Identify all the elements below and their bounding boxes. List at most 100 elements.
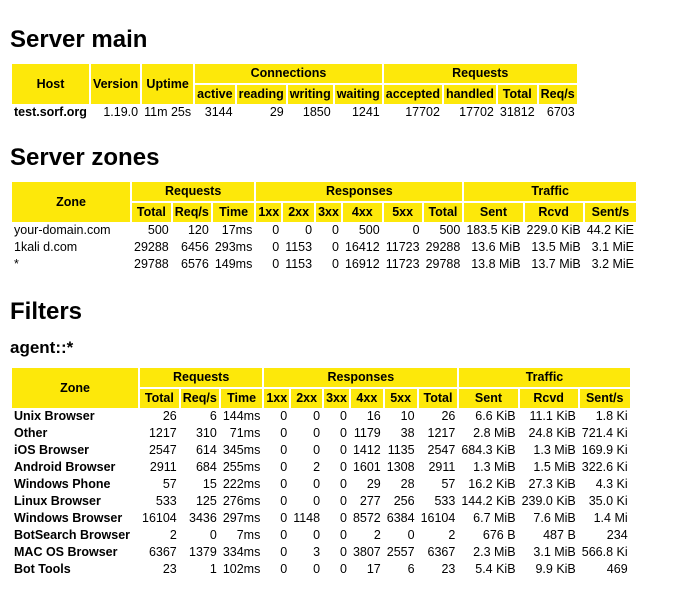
column-header: 5xx bbox=[384, 389, 417, 408]
value-cell: 0 bbox=[340, 443, 347, 457]
table-row: Other 1217 310 71ms 0 0 0 1179 38 1217 2.8 MiB 24.8… bbox=[12, 425, 630, 442]
active-cell: 3144 bbox=[204, 105, 233, 119]
value-cell: 71ms bbox=[229, 426, 261, 440]
handled-cell: 17702 bbox=[459, 105, 494, 119]
value-cell: 1135 bbox=[387, 443, 415, 457]
table-row: test.sorf.org 1.19.0 11m 25s 3144 29 185… bbox=[12, 104, 577, 121]
value-cell: 15 bbox=[202, 477, 217, 491]
column-header: 4xx bbox=[350, 389, 383, 408]
value-cell: 500 bbox=[358, 223, 380, 237]
table-row: BotSearch Browser 2 0 7ms 0 0 0 2 0 2 676 B 487 B 23… bbox=[12, 527, 630, 544]
value-cell: 1.4 Mi bbox=[593, 511, 628, 525]
zone-name-cell: Linux Browser bbox=[14, 494, 101, 508]
value-cell: 17 bbox=[366, 562, 381, 576]
value-cell: 0 bbox=[313, 426, 321, 440]
waiting-header: waiting bbox=[334, 85, 382, 104]
value-cell: 3807 bbox=[352, 545, 381, 559]
value-cell: 255ms bbox=[222, 460, 261, 474]
reqs-cell: 6703 bbox=[546, 105, 575, 119]
value-cell: 0 bbox=[313, 409, 321, 423]
value-cell: 3436 bbox=[189, 511, 217, 525]
value-cell: 6367 bbox=[148, 545, 177, 559]
column-header: 2xx bbox=[291, 389, 323, 408]
reading-cell: 29 bbox=[269, 105, 284, 119]
server-main-table: Host Version Uptime Connections Requests… bbox=[10, 64, 579, 121]
value-cell: 11723 bbox=[385, 257, 420, 271]
value-cell: 144ms bbox=[222, 409, 261, 423]
value-cell: 6 bbox=[407, 562, 415, 576]
filters-subtitle: agent::* bbox=[10, 338, 74, 357]
value-cell: 234 bbox=[606, 528, 628, 542]
total-header: Total bbox=[497, 85, 537, 104]
writing-cell: 1850 bbox=[302, 105, 331, 119]
value-cell: 149ms bbox=[214, 257, 253, 271]
value-cell: 6576 bbox=[181, 257, 209, 271]
value-cell: 0 bbox=[280, 443, 288, 457]
value-cell: 26 bbox=[162, 409, 177, 423]
value-cell: 38 bbox=[400, 426, 415, 440]
zone-name-cell: MAC OS Browser bbox=[14, 545, 118, 559]
column-header: Rcvd bbox=[524, 203, 583, 222]
column-header: Sent bbox=[459, 389, 518, 408]
zone-name-cell: * bbox=[14, 257, 19, 271]
value-cell: 487 B bbox=[543, 528, 576, 542]
value-cell: 6367 bbox=[427, 545, 456, 559]
value-cell: 0 bbox=[313, 477, 321, 491]
value-cell: 0 bbox=[332, 223, 339, 237]
column-header: 1xx bbox=[264, 389, 290, 408]
column-header: Sent/s bbox=[579, 389, 630, 408]
value-cell: 29288 bbox=[134, 240, 169, 254]
value-cell: 4.3 Ki bbox=[595, 477, 628, 491]
reading-header: reading bbox=[236, 85, 286, 104]
value-cell: 7.6 MiB bbox=[533, 511, 576, 525]
value-cell: 13.6 MiB bbox=[471, 240, 521, 254]
table-row: Windows Phone 57 15 222ms 0 0 0 29 28 57 16.2 KiB 2… bbox=[12, 476, 630, 493]
value-cell: 35.0 Ki bbox=[588, 494, 628, 508]
value-cell: 566.8 Ki bbox=[581, 545, 628, 559]
zone-name-cell: Other bbox=[14, 426, 48, 440]
value-cell: 2 bbox=[448, 528, 456, 542]
value-cell: 0 bbox=[340, 460, 347, 474]
value-cell: 334ms bbox=[222, 545, 261, 559]
value-cell: 614 bbox=[195, 443, 217, 457]
value-cell: 17ms bbox=[221, 223, 253, 237]
value-cell: 0 bbox=[340, 528, 347, 542]
column-header: 3xx bbox=[316, 203, 341, 222]
table-row: iOS Browser 2547 614 345ms 0 0 0 1412 1135 2547 68… bbox=[12, 442, 630, 459]
server-zones-table: Zone Requests Responses Traffic Total Req… bbox=[10, 182, 638, 273]
value-cell: 0 bbox=[340, 409, 347, 423]
value-cell: 1217 bbox=[148, 426, 177, 440]
value-cell: 500 bbox=[439, 223, 461, 237]
active-header: active bbox=[195, 85, 235, 104]
column-header: Total bbox=[132, 203, 171, 222]
value-cell: 26 bbox=[441, 409, 456, 423]
connections-header: Connections bbox=[195, 64, 382, 85]
value-cell: 28 bbox=[400, 477, 415, 491]
column-header: Total bbox=[423, 203, 463, 222]
value-cell: 310 bbox=[195, 426, 217, 440]
value-cell: 297ms bbox=[222, 511, 261, 525]
value-cell: 3.1 MiB bbox=[533, 545, 576, 559]
value-cell: 469 bbox=[606, 562, 628, 576]
column-header: Time bbox=[212, 203, 255, 222]
value-cell: 0 bbox=[412, 223, 420, 237]
column-header: Time bbox=[220, 389, 263, 408]
column-header: 2xx bbox=[283, 203, 315, 222]
responses-header: Responses bbox=[256, 182, 463, 203]
value-cell: 322.6 Ki bbox=[581, 460, 628, 474]
column-header: Rcvd bbox=[519, 389, 578, 408]
value-cell: 1308 bbox=[386, 460, 415, 474]
value-cell: 13.5 MiB bbox=[531, 240, 581, 254]
column-header: 1xx bbox=[256, 203, 282, 222]
value-cell: 3.2 MiE bbox=[591, 257, 635, 271]
value-cell: 0 bbox=[209, 528, 217, 542]
value-cell: 11723 bbox=[385, 240, 420, 254]
value-cell: 183.5 KiB bbox=[466, 223, 521, 237]
value-cell: 3.1 MiE bbox=[591, 240, 635, 254]
value-cell: 6.6 KiB bbox=[475, 409, 516, 423]
value-cell: 0 bbox=[272, 240, 280, 254]
value-cell: 1 bbox=[209, 562, 217, 576]
value-cell: 277 bbox=[359, 494, 381, 508]
value-cell: 0 bbox=[280, 477, 288, 491]
value-cell: 125 bbox=[195, 494, 217, 508]
